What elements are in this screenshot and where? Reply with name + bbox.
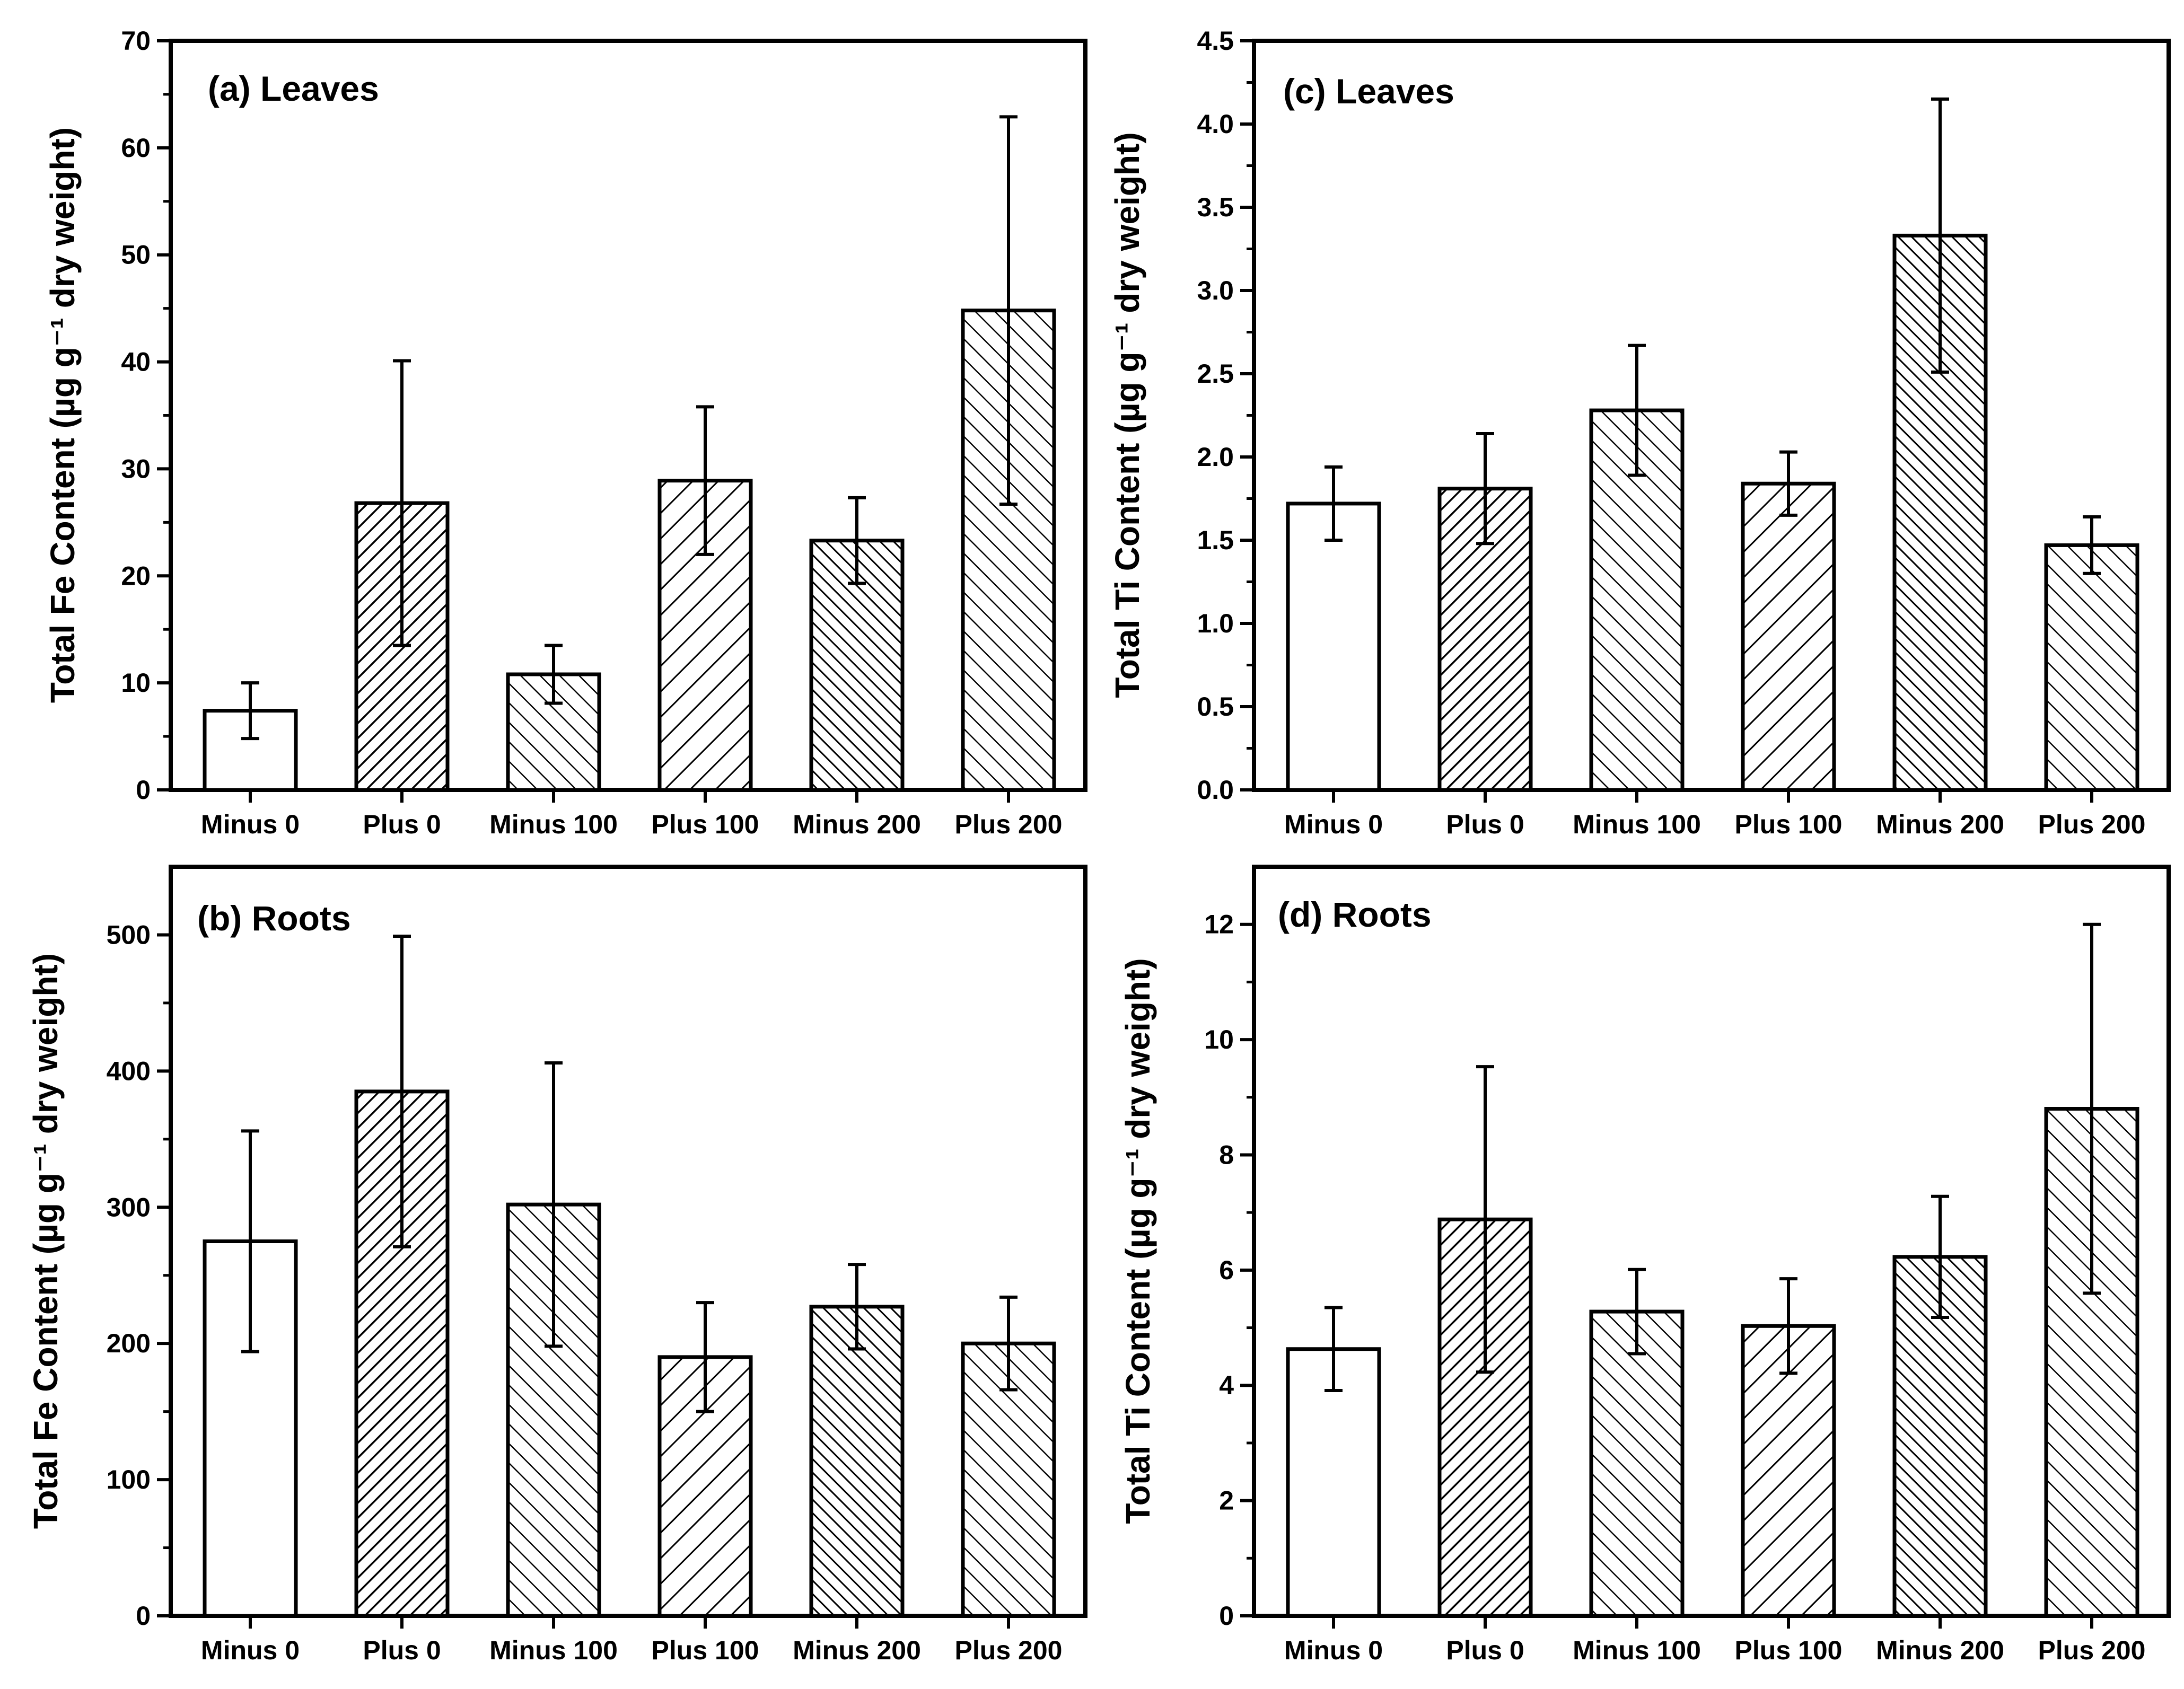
plot-frame <box>1252 39 2171 792</box>
y-tick-label: 0.5 <box>1197 692 1234 722</box>
x-category-label: Plus 200 <box>955 810 1063 839</box>
bar <box>1741 481 1836 792</box>
y-tick-label: 500 <box>107 920 151 949</box>
y-tick-label: 1.0 <box>1197 609 1234 638</box>
panel-c-ti-leaves: 0.0 0.5 1.0 1.5 2.0 2.5 3.0 3.5 4.0 4.5 Minus 0 Pl… <box>1108 26 2171 839</box>
plot-frame <box>1252 865 2171 1618</box>
x-category-label: Minus 0 <box>201 810 300 839</box>
y-axis-ticks: 0.0 0.5 1.0 1.5 2.0 2.5 3.0 3.5 4.0 4.5 <box>1197 26 1254 805</box>
y-tick-label: 100 <box>107 1465 151 1494</box>
x-category-label: Minus 200 <box>793 1635 921 1665</box>
y-tick-label: 0.0 <box>1197 775 1234 805</box>
y-axis-ticks: 0 10 20 30 40 50 60 70 <box>121 26 171 805</box>
x-axis-labels: Minus 0 Plus 0 Minus 100 Plus 100 Minus 200 P… <box>1284 790 2146 839</box>
panel-d-ti-roots: 0 2 4 6 8 10 12 Minus 0 Plus 0 Minus 100 Plus 100… <box>1119 865 2171 1665</box>
x-category-label: Minus 200 <box>1876 1635 2004 1665</box>
y-axis-label: Total Ti Content (µg g⁻¹ dry weight) <box>1119 958 1157 1524</box>
plot-frame <box>169 39 1087 792</box>
y-tick-label: 6 <box>1219 1255 1234 1285</box>
y-axis-label: Total Fe Content (µg g⁻¹ dry weight) <box>43 127 82 703</box>
bar <box>1286 1347 1381 1618</box>
x-category-label: Plus 100 <box>1735 810 1843 839</box>
x-category-label: Minus 0 <box>201 1635 300 1665</box>
y-axis-label: Total Fe Content (µg g⁻¹ dry weight) <box>27 953 65 1529</box>
x-category-label: Minus 100 <box>1573 1635 1701 1665</box>
y-tick-label: 10 <box>1204 1025 1234 1054</box>
y-tick-label: 3.0 <box>1197 276 1234 305</box>
x-category-label: Plus 0 <box>1446 1635 1524 1665</box>
panel-title: (c) Leaves <box>1283 72 1454 111</box>
x-axis-labels: Minus 0 Plus 0 Minus 100 Plus 100 Minus 200 P… <box>201 1616 1063 1665</box>
bars <box>1286 97 2139 792</box>
y-tick-label: 300 <box>107 1192 151 1222</box>
y-tick-label: 1.5 <box>1197 525 1234 555</box>
panel-title: (d) Roots <box>1278 895 1432 934</box>
x-category-label: Minus 200 <box>1876 810 2004 839</box>
x-category-label: Plus 200 <box>2038 1635 2146 1665</box>
x-category-label: Plus 200 <box>2038 810 2146 839</box>
x-category-label: Minus 0 <box>1284 810 1383 839</box>
y-tick-label: 40 <box>121 347 151 377</box>
bar <box>1286 502 1381 792</box>
bar <box>2044 543 2139 792</box>
x-category-label: Plus 100 <box>652 1635 759 1665</box>
x-category-label: Plus 0 <box>363 810 441 839</box>
y-axis-label: Total Ti Content (µg g⁻¹ dry weight) <box>1108 132 1146 698</box>
x-axis-labels: Minus 0 Plus 0 Minus 100 Plus 100 Minus 200 P… <box>1284 1616 2146 1665</box>
y-tick-label: 10 <box>121 668 151 698</box>
y-tick-label: 4.0 <box>1197 109 1234 139</box>
x-category-label: Plus 0 <box>1446 810 1524 839</box>
y-tick-label: 0 <box>136 1601 151 1631</box>
panel-title: (b) Roots <box>197 899 351 938</box>
y-tick-label: 0 <box>136 775 151 805</box>
bar <box>809 1305 905 1618</box>
y-tick-label: 0 <box>1219 1601 1234 1631</box>
y-tick-label: 2.5 <box>1197 359 1234 389</box>
y-tick-label: 8 <box>1219 1140 1234 1169</box>
bars <box>203 935 1056 1618</box>
x-category-label: Minus 100 <box>489 1635 618 1665</box>
y-tick-label: 50 <box>121 240 151 270</box>
y-tick-label: 200 <box>107 1329 151 1358</box>
y-tick-label: 2 <box>1219 1486 1234 1516</box>
y-tick-label: 400 <box>107 1056 151 1086</box>
panel-a-fe-leaves: 0 10 20 30 40 50 60 70 Minus 0 Plus 0 Minus 100 Pl… <box>43 26 1087 839</box>
bars <box>1286 922 2139 1618</box>
y-tick-label: 4 <box>1219 1370 1234 1400</box>
y-axis-ticks: 0 100 200 300 400 500 <box>107 920 171 1631</box>
y-tick-label: 2.0 <box>1197 442 1234 472</box>
x-category-label: Plus 0 <box>363 1635 441 1665</box>
x-category-label: Minus 200 <box>793 810 921 839</box>
plot-frame <box>169 865 1087 1618</box>
bars <box>203 115 1056 792</box>
y-tick-label: 12 <box>1204 910 1234 939</box>
y-tick-label: 70 <box>121 26 151 56</box>
x-category-label: Minus 0 <box>1284 1635 1383 1665</box>
y-tick-label: 3.5 <box>1197 192 1234 222</box>
x-category-label: Plus 100 <box>652 810 759 839</box>
panel-title: (a) Leaves <box>208 69 379 108</box>
panel-b-fe-roots: 0 100 200 300 400 500 Minus 0 Plus 0 Minus 100 P… <box>27 865 1087 1665</box>
x-category-label: Plus 100 <box>1735 1635 1843 1665</box>
y-tick-label: 30 <box>121 454 151 483</box>
bar <box>1589 1309 1685 1618</box>
y-tick-label: 20 <box>121 561 151 591</box>
y-axis-ticks: 0 2 4 6 8 10 12 <box>1204 910 1254 1631</box>
y-tick-label: 60 <box>121 133 151 163</box>
x-category-label: Minus 100 <box>1573 810 1701 839</box>
x-category-label: Plus 200 <box>955 1635 1063 1665</box>
x-category-label: Minus 100 <box>489 810 618 839</box>
y-tick-label: 4.5 <box>1197 26 1234 56</box>
x-axis-labels: Minus 0 Plus 0 Minus 100 Plus 100 Minus 200 P… <box>201 790 1063 839</box>
